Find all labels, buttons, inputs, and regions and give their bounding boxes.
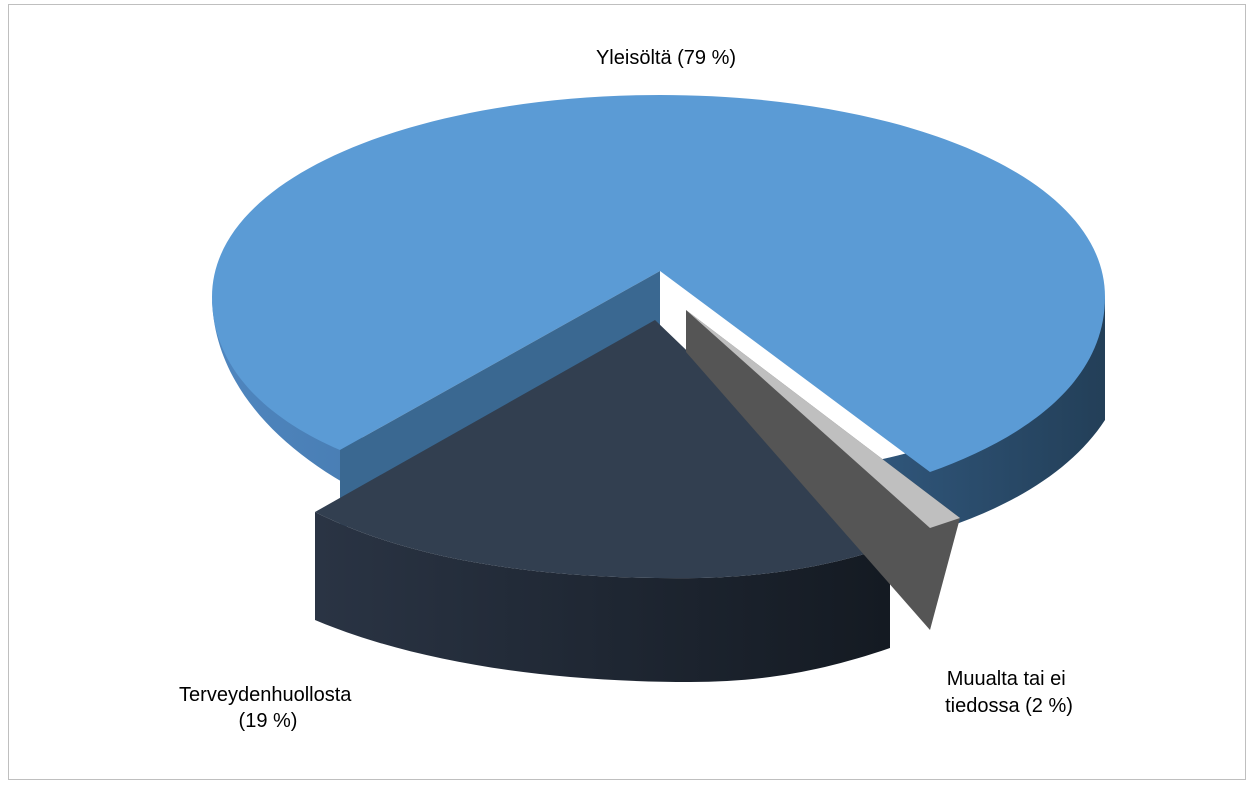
label-terveydenhuollosta-line1: Terveydenhuollosta bbox=[179, 684, 352, 706]
pie-slice-terveydenhuollosta bbox=[315, 320, 890, 682]
label-muualta-line1: Muualta tai ei bbox=[947, 668, 1066, 690]
label-muualta: Muualta tai ei tiedossa (2 %) bbox=[945, 668, 1073, 717]
label-terveydenhuollosta-line2: (19 %) bbox=[239, 710, 298, 732]
slice-muualta-wall bbox=[686, 310, 960, 630]
label-muualta-line2: tiedossa (2 %) bbox=[945, 695, 1073, 717]
label-yleisolta: Yleisöltä (79 %) bbox=[596, 47, 736, 69]
label-terveydenhuollosta: Terveydenhuollosta (19 %) bbox=[179, 684, 357, 732]
slice-terveydenhuollosta-side bbox=[315, 512, 890, 682]
slice-muualta-top bbox=[686, 310, 960, 528]
pie-slice-muualta bbox=[686, 310, 960, 630]
slice-terveydenhuollosta-top bbox=[315, 320, 890, 579]
slice-yleisolta-top bbox=[212, 95, 1105, 472]
